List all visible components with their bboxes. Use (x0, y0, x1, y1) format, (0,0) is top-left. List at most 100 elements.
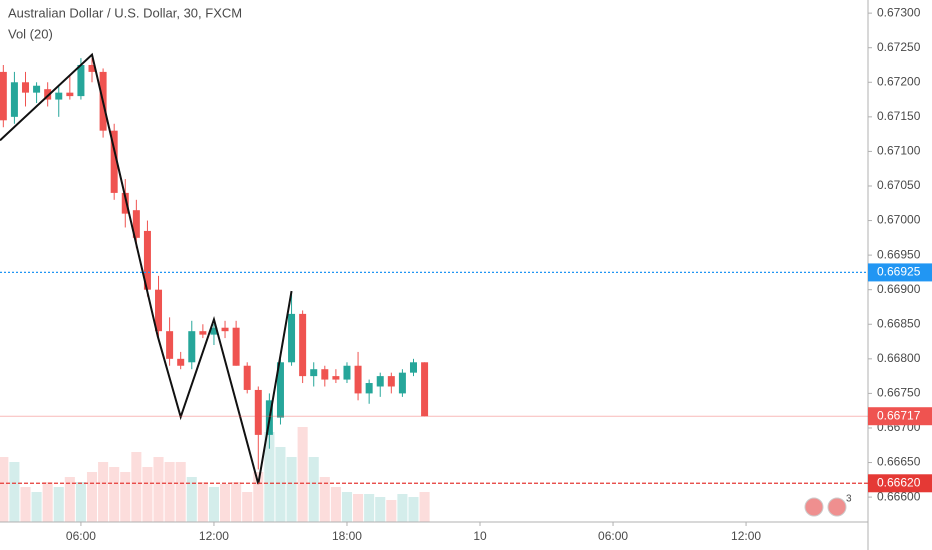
volume-bar (275, 447, 286, 522)
volume-bar (31, 492, 42, 522)
volume-bar (364, 494, 375, 522)
y-tick-label: 0.67200 (877, 74, 921, 88)
volume-bar (109, 467, 120, 522)
volume-bar (186, 477, 197, 522)
candle-body (77, 64, 85, 97)
volume-bar (142, 467, 153, 522)
event-count: 3 (846, 494, 852, 505)
y-tick-label: 0.66800 (877, 351, 921, 365)
candle-body (387, 376, 395, 387)
x-tick-label: 06:00 (66, 529, 96, 543)
flag-icon[interactable] (804, 497, 824, 517)
volume-bar (264, 432, 275, 522)
y-tick-label: 0.67250 (877, 40, 921, 54)
candle-body (199, 331, 207, 335)
volume-bar (330, 487, 341, 522)
candle-body (88, 64, 96, 72)
volume-bar (219, 484, 231, 522)
candle-body (276, 362, 284, 418)
y-tick-label: 0.66750 (877, 386, 921, 400)
candle-body (365, 383, 373, 394)
y-tick-label: 0.66950 (877, 247, 921, 261)
volume-bar (397, 494, 408, 522)
volume-bar (20, 487, 31, 522)
volume-bar (231, 482, 242, 522)
price-label: 0.66925 (877, 265, 921, 279)
volume-bar (175, 462, 186, 522)
volume-bar (297, 427, 308, 522)
candle-body (166, 331, 174, 359)
price-label: 0.66717 (877, 408, 921, 422)
y-tick-label: 0.67000 (877, 213, 921, 227)
flag-icon[interactable] (827, 497, 847, 517)
volume-bar (319, 477, 330, 522)
volume-bar (86, 472, 98, 522)
y-tick-label: 0.66650 (877, 455, 921, 469)
volume-bar (9, 462, 20, 522)
x-tick-label: 12:00 (199, 529, 229, 543)
x-tick-label: 12:00 (731, 529, 761, 543)
x-tick-label: 10 (473, 529, 487, 543)
price-label-box (868, 474, 932, 493)
candle-body (21, 82, 29, 93)
candle-body (55, 92, 63, 100)
candle-body (177, 358, 185, 366)
candle-body (299, 313, 307, 377)
candle-body (376, 376, 384, 387)
volume-legend: Vol (20) (8, 26, 53, 41)
candle-body (288, 313, 296, 363)
candle-body (310, 369, 318, 377)
candle-body (110, 130, 118, 193)
candle-body (0, 71, 7, 121)
y-tick-label: 0.66600 (877, 489, 921, 503)
plot-area (0, 52, 430, 522)
volume-bar (120, 472, 131, 522)
volume-bar (308, 457, 319, 522)
volume-bar (42, 482, 53, 522)
volume-bar (341, 492, 353, 522)
candle-body (409, 362, 417, 373)
candle-body (44, 89, 52, 100)
x-tick-label: 18:00 (332, 529, 362, 543)
y-tick-label: 0.66900 (877, 282, 921, 296)
y-tick-label: 0.67300 (877, 5, 921, 19)
candle-body (210, 327, 218, 335)
event-icons[interactable]: 3 (804, 494, 852, 517)
candle-body (398, 372, 406, 394)
volume-bar (98, 462, 109, 522)
volume-bar (242, 492, 253, 522)
candle-body (332, 376, 340, 380)
candle-body (10, 82, 18, 117)
volume-bar (386, 500, 397, 522)
candle-body (121, 192, 129, 214)
candle-body (321, 369, 329, 380)
volume-bar (353, 494, 364, 522)
price-label-box (868, 407, 932, 426)
price-label-box (868, 263, 932, 282)
candle-body (354, 365, 362, 394)
volume-bar (75, 482, 86, 522)
candle-body (33, 85, 41, 93)
candle-body (421, 362, 429, 417)
candle-body (232, 327, 240, 366)
volume-bar (253, 472, 264, 522)
price-label: 0.66620 (877, 475, 921, 489)
candle-body (155, 289, 163, 332)
y-tick-label: 0.67150 (877, 109, 921, 123)
volume-bar (131, 452, 142, 522)
volume-bar (0, 457, 9, 522)
chart-title: Australian Dollar / U.S. Dollar, 30, FXC… (8, 5, 242, 20)
candle-body (243, 365, 251, 390)
candle-body (188, 331, 196, 363)
volume-bar (164, 462, 175, 522)
candle-body (132, 210, 140, 238)
zigzag-line (0, 52, 293, 485)
volume-bar (53, 487, 64, 522)
y-tick-label: 0.66850 (877, 316, 921, 330)
candle-body (143, 230, 151, 290)
x-tick-label: 06:00 (598, 529, 628, 543)
y-tick-label: 0.67050 (877, 178, 921, 192)
candle-body (254, 389, 262, 435)
